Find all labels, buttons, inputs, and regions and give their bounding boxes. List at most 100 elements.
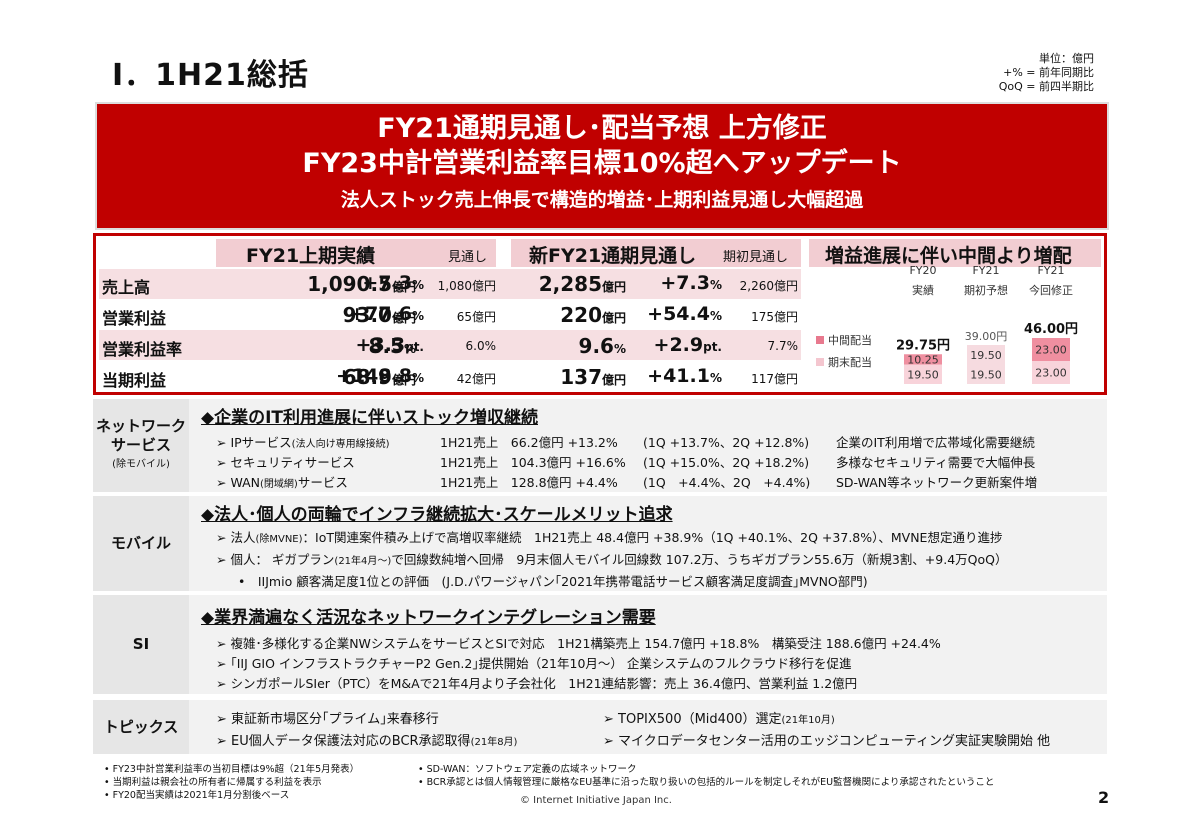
kpi-1h-growth-unit: % xyxy=(411,278,424,292)
network-service-name-note: (法人向け専用線接続) xyxy=(291,439,390,450)
topic-left-2-small: (21年8月) xyxy=(470,737,518,748)
mobile-heading: ◆法人･個人の両輪でインフラ継続拡大･スケールメリット追求 xyxy=(201,505,673,525)
dividend-final-label: 19.50 xyxy=(907,368,939,381)
kpi-fy-value-unit: 億円 xyxy=(601,280,626,294)
kpi-1h-forecast: 1,080億円 xyxy=(437,279,496,293)
dividend-interim-label: 10.25 xyxy=(907,353,939,366)
dividend-interim-label: 19.50 xyxy=(970,349,1002,362)
kpi-1h-value-unit: 億円 xyxy=(391,373,416,387)
dividend-interim-bar xyxy=(1032,338,1070,361)
kpi-fy-value-unit: % xyxy=(613,342,626,356)
row-band xyxy=(99,269,801,299)
kpi-fy-value: 2,285億円 xyxy=(496,272,626,296)
kpi-1h-value: 8.5% xyxy=(216,334,416,358)
dividend-total-label: 46.00円 xyxy=(1024,322,1078,337)
kpi-panel: FY21上期実績 見通し 新FY21通期見通し 期初見通し 増益進展に伴い中間よ… xyxy=(93,233,1107,395)
kpi-fy-value-num: 9.6 xyxy=(578,334,614,358)
hero-line-3: 法人ストック売上伸長で構造的増益･上期利益見通し大幅超過 xyxy=(340,189,864,211)
kpi-1h-growth-num: +77.6 xyxy=(349,303,412,325)
kpi-1h-growth: +77.6% xyxy=(336,303,424,325)
kpi-fy-initial-forecast: 2,260億円 xyxy=(739,279,798,293)
mobile-line-1-post: ：IoT関連案件積み上げで高増収率継続 1H21売上 48.4億円 +38.9%… xyxy=(302,530,1003,545)
section-topics: トピックス ➢ 東証新市場区分｢プライム｣来春移行 ➢ EU個人データ保護法対応… xyxy=(93,700,1107,754)
kpi-fy-initial-forecast: 7.7% xyxy=(767,339,799,353)
dividend-total-label: 39.00円 xyxy=(965,330,1008,343)
kpi-fy-growth-num: +2.9 xyxy=(653,334,704,356)
kpi-fy-growth-unit: % xyxy=(709,309,722,323)
copyright: © Internet Initiative Japan Inc. xyxy=(520,795,672,806)
kpi-row-label: 営業利益率 xyxy=(102,340,183,359)
dividend-interim-bar xyxy=(904,354,942,365)
dividend-col-head: FY21 xyxy=(1037,264,1064,277)
unit-line: +% = 前年同期比 xyxy=(1003,66,1094,79)
kpi-fy-value: 137億円 xyxy=(496,365,626,389)
network-service-name: ➢ WAN(閉域網)サービス xyxy=(216,472,348,491)
topic-right-1-pre: ➢ TOPIX500（Mid400）選定 xyxy=(603,712,782,727)
network-service-name: ➢ セキュリティサービス xyxy=(216,452,355,471)
dividend-col-head: FY21 xyxy=(972,264,999,277)
footnote-left-1: • FY23中計営業利益率の当初目標は9%超（21年5月発表） xyxy=(104,764,360,775)
network-service-qoq: (1Q +13.7%、2Q +12.8%) xyxy=(643,435,810,450)
unit-line: 単位：億円 xyxy=(1039,52,1094,65)
kpi-fy-initial-forecast: 175億円 xyxy=(751,310,798,324)
kpi-1h-forecast: 42億円 xyxy=(456,372,496,386)
network-service-name: ➢ IPサービス(法人向け専用線接続) xyxy=(216,432,389,451)
kpi-fy-growth: +7.3% xyxy=(626,272,722,294)
kpi-row-label: 営業利益 xyxy=(102,309,167,328)
section-label-network: ネットワーク サービス (除モバイル) xyxy=(93,399,189,492)
network-service-sales: 1H21売上 66.2億円 +13.2% xyxy=(440,435,618,450)
kpi-fy-growth-unit: % xyxy=(709,371,722,385)
kpi-head-fy-sub: 期初見通し xyxy=(723,250,789,265)
kpi-fy-value: 9.6% xyxy=(496,334,626,358)
kpi-1h-growth: +7.3% xyxy=(336,272,424,294)
kpi-fy-initial-forecast: 117億円 xyxy=(751,372,798,386)
footnote-left-3: • FY20配当実績は2021年1月分割後ベース xyxy=(104,790,290,801)
topic-left-2: ➢ EU個人データ保護法対応のBCR承認取得(21年8月) xyxy=(216,730,517,749)
mobile-line-1-small: (除MVNE) xyxy=(255,534,303,545)
topic-right-1: ➢ TOPIX500（Mid400）選定(21年10月) xyxy=(603,708,835,727)
kpi-fy-value-unit: 億円 xyxy=(601,311,626,325)
section-label-network-text: ネットワーク サービス xyxy=(95,417,186,454)
kpi-1h-growth: +3.3pt. xyxy=(336,334,424,356)
kpi-1h-forecast: 6.0% xyxy=(465,339,497,353)
topic-left-1: ➢ 東証新市場区分｢プライム｣来春移行 xyxy=(216,712,439,727)
kpi-1h-value: 68.9億円 xyxy=(216,365,416,389)
kpi-head-1h-title: FY21上期実績 xyxy=(246,245,376,267)
kpi-row-label: 当期利益 xyxy=(102,371,167,390)
kpi-1h-value-num: 93.0 xyxy=(342,303,392,327)
network-service-name-main: ➢ WAN xyxy=(216,475,261,490)
section-label-network-sub: (除モバイル) xyxy=(112,459,170,470)
kpi-fy-growth-num: +54.4 xyxy=(647,303,710,325)
dividend-col-head: FY20 xyxy=(909,264,936,277)
dividend-final-label: 19.50 xyxy=(970,368,1002,381)
kpi-fy-growth-num: +7.3 xyxy=(660,272,710,294)
kpi-fy-growth: +2.9pt. xyxy=(626,334,722,356)
section-label-topics: トピックス xyxy=(93,700,189,754)
network-service-name-main: ➢ IPサービス xyxy=(216,435,292,450)
kpi-1h-growth-num: +3.3 xyxy=(355,334,406,356)
kpi-row-label: 売上高 xyxy=(102,278,151,297)
kpi-1h-forecast: 65億円 xyxy=(456,310,496,324)
network-service-sales: 1H21売上 128.8億円 +4.4% xyxy=(440,475,618,490)
kpi-fy-growth-unit: % xyxy=(709,278,722,292)
row-band xyxy=(99,330,801,360)
hero-line-2: FY23中計営業利益率目標10%超へアップデート xyxy=(302,148,902,179)
kpi-1h-value: 93.0億円 xyxy=(216,303,416,327)
network-service-sales: 1H21売上 104.3億円 +16.6% xyxy=(440,455,626,470)
network-service-name-main: ➢ セキュリティサービス xyxy=(216,455,355,470)
kpi-fy-value-num: 137 xyxy=(560,365,602,389)
mobile-line-2-post: で回線数純増へ回帰 9月末個人モバイル回線数 107.2万、うちギガプラン55.… xyxy=(391,552,1008,567)
mobile-line-2-pre: ➢ 個人： ギガプラン xyxy=(216,552,335,567)
dividend-final-bar xyxy=(967,364,1005,384)
network-heading: ◆企業のIT利用進展に伴いストック増収継続 xyxy=(201,408,538,428)
dividend-col-subhead: 実績 xyxy=(912,283,934,297)
kpi-1h-value-unit: 億円 xyxy=(391,311,416,325)
mobile-line-2: ➢ 個人： ギガプラン(21年4月～)で回線数純増へ回帰 9月末個人モバイル回線… xyxy=(216,549,1008,568)
si-line-2: ➢ ｢IIJ GIO インフラストラクチャーP2 Gen.2｣提供開始（21年1… xyxy=(216,656,852,671)
network-service-name-note: (閉域網) xyxy=(260,479,298,490)
legend-label: 期末配当 xyxy=(828,355,872,369)
kpi-head-1h-sub: 見通し xyxy=(448,250,488,265)
dividend-total-label: 29.75円 xyxy=(896,338,950,353)
kpi-1h-value-num: 1,090.5 xyxy=(307,272,392,296)
hero-line-1: FY21通期見通し･配当予想 上方修正 xyxy=(377,113,827,144)
